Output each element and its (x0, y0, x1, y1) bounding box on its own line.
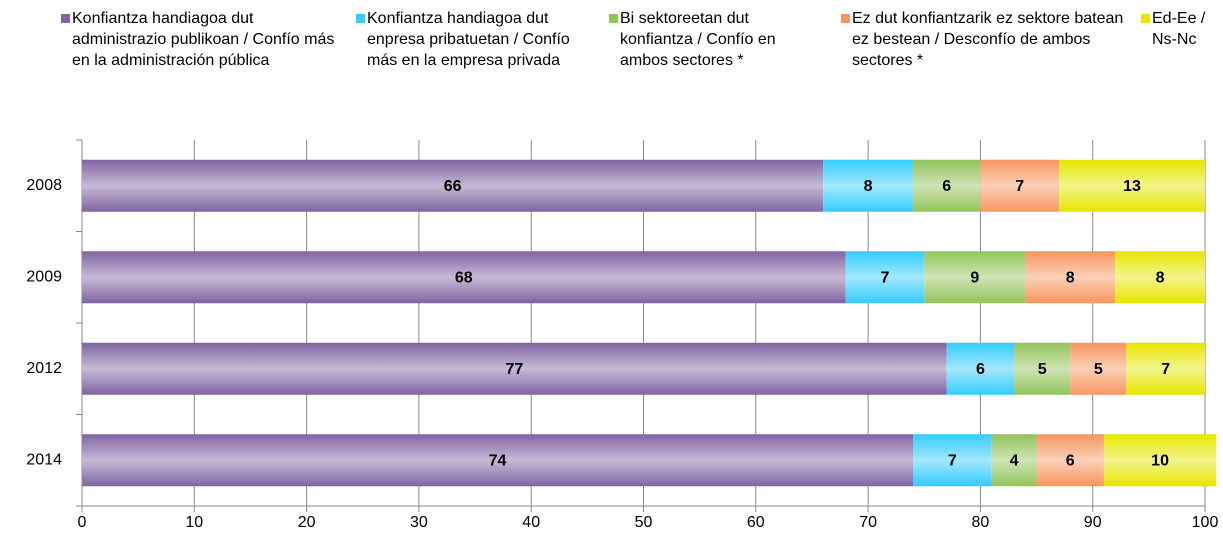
data-label: 77 (505, 361, 523, 378)
y-tick-label: 2009 (26, 268, 62, 285)
bar-segment (991, 434, 1037, 487)
legend-label: Bi sektoreetan dut konfiantza / Confío e… (620, 10, 776, 69)
x-tick-label: 100 (1192, 514, 1219, 531)
legend-swatch (1141, 14, 1150, 23)
data-label: 5 (1038, 361, 1047, 378)
x-tick-label: 90 (1084, 514, 1102, 531)
legend-label: Ed-Ee / Ns-Nc (1152, 10, 1206, 48)
data-label: 8 (1156, 269, 1165, 286)
x-tick-label: 40 (522, 514, 540, 531)
legend-label: Ez dut konfiantzarik ez sektore batean e… (852, 10, 1124, 69)
bar-segment (1103, 434, 1217, 487)
legend-label: Konfiantza handiagoa dut enpresa pribatu… (367, 10, 570, 69)
bar-segment (1059, 159, 1205, 212)
data-label: 6 (1066, 452, 1075, 469)
data-label: 9 (970, 269, 979, 286)
data-label: 74 (489, 452, 507, 469)
legend-label: Konfiantza handiagoa dut administrazio p… (72, 10, 335, 69)
legend-swatch (356, 14, 365, 23)
y-tick-label: 2008 (26, 177, 62, 194)
bar-segment (913, 434, 992, 487)
x-tick-label: 0 (78, 514, 87, 531)
data-label: 7 (880, 269, 889, 286)
data-label: 10 (1151, 452, 1169, 469)
x-tick-label: 50 (635, 514, 653, 531)
y-tick-label: 2014 (26, 451, 62, 468)
data-label: 6 (976, 361, 985, 378)
data-label: 8 (864, 178, 873, 195)
bar-segment (82, 342, 947, 395)
bar-segment (1036, 434, 1104, 487)
x-tick-label: 80 (972, 514, 990, 531)
bar-segment (946, 342, 1015, 395)
data-label: 7 (948, 452, 957, 469)
bar-segment (924, 251, 1026, 304)
bar-segment (913, 159, 981, 212)
bar-segment (845, 251, 925, 304)
x-tick-label: 70 (859, 514, 877, 531)
legend-item: Konfiantza handiagoa dut enpresa pribatu… (356, 8, 602, 71)
x-tick-label: 30 (410, 514, 428, 531)
x-tick-label: 20 (298, 514, 316, 531)
data-label: 4 (1010, 452, 1019, 469)
data-label: 8 (1066, 269, 1075, 286)
legend-item: Bi sektoreetan dut konfiantza / Confío e… (609, 8, 820, 71)
bar-segment (82, 434, 914, 487)
bar-segment (1025, 251, 1116, 304)
bar-segment (1126, 342, 1205, 395)
legend-swatch (61, 14, 70, 23)
x-tick-label: 10 (185, 514, 203, 531)
data-label: 7 (1015, 178, 1024, 195)
bar-segment (980, 159, 1060, 212)
legend-swatch (609, 14, 618, 23)
data-label: 66 (444, 178, 462, 195)
bar-segment (823, 159, 914, 212)
legend-item: Konfiantza handiagoa dut administrazio p… (61, 8, 352, 71)
legend-swatch (841, 14, 850, 23)
bar-segment (82, 251, 846, 304)
data-label: 13 (1123, 178, 1141, 195)
data-label: 6 (942, 178, 951, 195)
data-label: 68 (455, 269, 473, 286)
bar-segment (1115, 251, 1205, 304)
bar-segment (1014, 342, 1071, 395)
y-tick-label: 2012 (26, 360, 62, 377)
legend-item: Ez dut konfiantzarik ez sektore batean e… (841, 8, 1132, 71)
data-label: 5 (1094, 361, 1103, 378)
data-label: 7 (1161, 361, 1170, 378)
bar-segment (1070, 342, 1127, 395)
legend-item: Ed-Ee / Ns-Nc (1141, 8, 1222, 50)
x-tick-label: 60 (747, 514, 765, 531)
bar-segment (82, 159, 824, 212)
